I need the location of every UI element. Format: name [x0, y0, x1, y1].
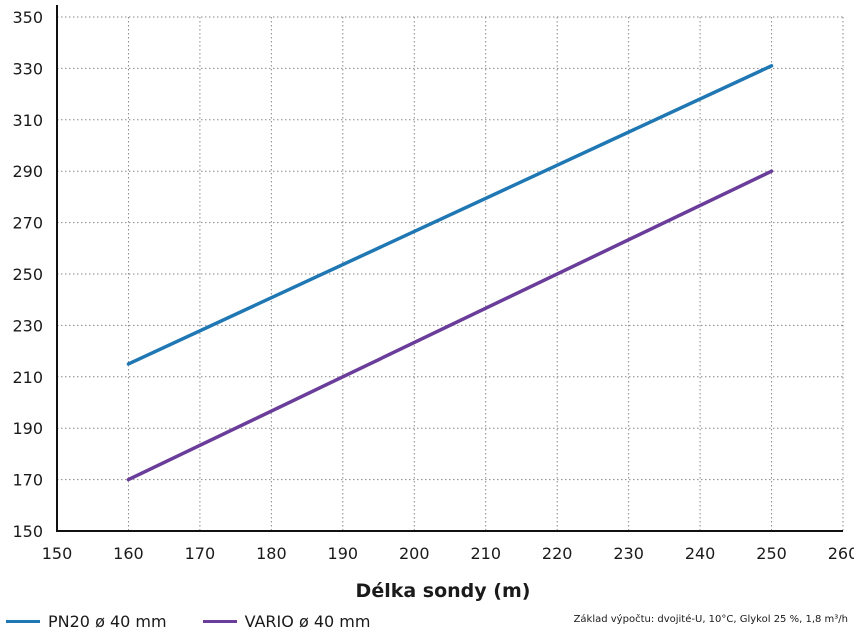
legend-swatch-vario [202, 619, 237, 623]
y-tick-label-150: 150 [12, 522, 43, 541]
legend: PN20 ø 40 mm VARIO ø 40 mm [6, 610, 406, 632]
x-tick-label-250: 250 [756, 544, 787, 563]
y-tick-label-270: 270 [12, 214, 43, 233]
x-tick-label-230: 230 [613, 544, 644, 563]
x-tick-label-170: 170 [185, 544, 216, 563]
y-tick-label-210: 210 [12, 368, 43, 387]
legend-swatch-pn20 [6, 619, 40, 623]
x-tick-label-200: 200 [399, 544, 430, 563]
x-tick-label-210: 210 [470, 544, 501, 563]
x-axis-label: Délka sondy (m) [356, 580, 531, 602]
x-tick-label-180: 180 [256, 544, 287, 563]
x-tick-label-240: 240 [685, 544, 716, 563]
legend-label-pn20: PN20 ø 40 mm [48, 611, 167, 631]
y-tick-labels: 150 170 190 210 230 250 270 290 310 330 350 [12, 8, 43, 541]
series-lines [126, 64, 774, 482]
legend-item-vario: VARIO ø 40 mm [202, 611, 371, 631]
calculation-basis-note: Základ výpočtu: dvojité-U, 10°C, Glykol … [573, 614, 848, 625]
y-tick-label-190: 190 [12, 419, 43, 438]
x-tick-label-220: 220 [542, 544, 573, 563]
y-tick-label-290: 290 [12, 162, 43, 181]
axes [56, 5, 843, 532]
legend-item-pn20: PN20 ø 40 mm [6, 612, 167, 631]
x-tick-labels: 150 160 170 180 190 200 210 220 230 240 250 260 [42, 544, 854, 563]
y-tick-label-250: 250 [12, 265, 43, 284]
y-tick-label-230: 230 [12, 316, 43, 335]
x-tick-label-150: 150 [42, 544, 73, 563]
x-tick-label-160: 160 [113, 544, 144, 563]
x-tick-label-190: 190 [328, 544, 359, 563]
x-tick-label-260: 260 [828, 544, 854, 563]
y-tick-label-330: 330 [12, 59, 43, 78]
grid-lines [57, 16, 844, 531]
y-tick-label-310: 310 [12, 111, 43, 130]
y-tick-label-350: 350 [12, 8, 43, 27]
legend-label-vario: VARIO ø 40 mm [244, 611, 371, 631]
series-line-0 [126, 64, 774, 366]
y-tick-label-170: 170 [12, 471, 43, 490]
series-line-1 [126, 169, 774, 482]
